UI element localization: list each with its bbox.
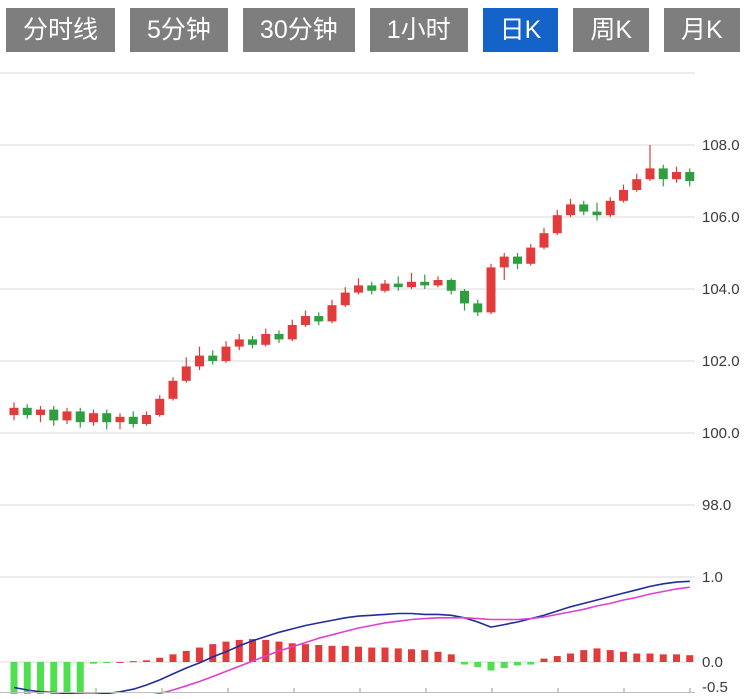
timeframe-toolbar: 分时线 5分钟 30分钟 1小时 日K 周K 月K — [6, 8, 740, 52]
tab-daily-k[interactable]: 日K — [482, 8, 559, 52]
svg-text:-0.5: -0.5 — [702, 679, 728, 694]
tab-5min[interactable]: 5分钟 — [130, 8, 228, 52]
x-axis — [0, 688, 695, 693]
svg-text:102.0: 102.0 — [702, 353, 740, 370]
tab-1hour[interactable]: 1小时 — [369, 8, 468, 52]
macd-histogram — [10, 639, 694, 699]
svg-text:0.0: 0.0 — [702, 654, 723, 671]
tab-time-share[interactable]: 分时线 — [6, 8, 116, 52]
tab-30min[interactable]: 30分钟 — [242, 8, 355, 52]
dea-line — [13, 586, 690, 699]
svg-text:106.0: 106.0 — [702, 209, 740, 226]
svg-text:108.0: 108.0 — [702, 137, 740, 154]
main-y-axis-labels: 108.0 106.0 104.0 102.0 100.0 98.0 — [702, 137, 740, 514]
svg-text:100.0: 100.0 — [702, 425, 740, 442]
tab-weekly-k[interactable]: 周K — [573, 8, 650, 52]
main-gridlines — [0, 72, 695, 506]
candlesticks — [9, 145, 695, 430]
svg-text:98.0: 98.0 — [702, 497, 731, 514]
tab-monthly-k[interactable]: 月K — [664, 8, 740, 52]
svg-text:104.0: 104.0 — [702, 281, 740, 298]
dif-line — [13, 580, 690, 696]
macd-y-axis-labels: 1.0 0.0 -0.5 — [702, 569, 728, 696]
svg-text:1.0: 1.0 — [702, 569, 723, 586]
